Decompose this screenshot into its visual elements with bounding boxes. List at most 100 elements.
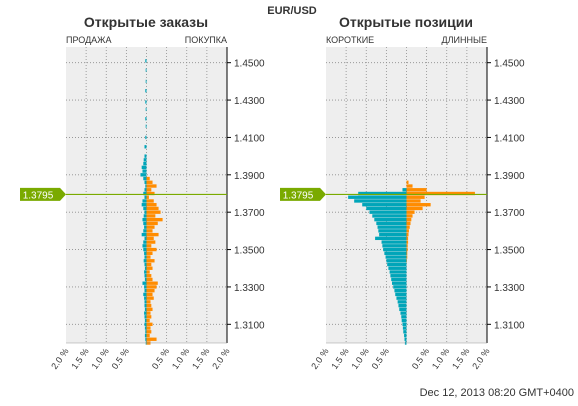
right-side-label: ПОКУПКА	[185, 35, 227, 45]
bar-sell	[144, 211, 146, 214]
bar-short	[384, 252, 406, 255]
bar-short	[390, 274, 406, 277]
bar-sell	[144, 145, 146, 148]
bar-sell	[144, 259, 147, 262]
bar-sell	[144, 158, 147, 161]
bar-sell	[145, 136, 146, 139]
bar-buy	[147, 211, 161, 214]
bar-sell	[144, 274, 146, 277]
bar-sell	[144, 323, 146, 326]
bar-short	[404, 338, 406, 341]
bar-buy	[147, 218, 163, 221]
bar-long	[407, 237, 409, 240]
bar-sell	[144, 214, 147, 217]
y-tick-label: 1.4100	[494, 133, 525, 144]
bar-sell	[146, 80, 147, 83]
bar-buy	[147, 289, 155, 292]
bar-short	[382, 244, 406, 247]
bar-long	[407, 240, 409, 243]
bar-buy	[147, 244, 152, 247]
bar-buy	[147, 229, 153, 232]
left-side-label: ПРОДАЖА	[66, 35, 112, 45]
bar-long	[407, 229, 409, 232]
right-side-label: ДЛИННЫЕ	[442, 35, 487, 45]
bar-short	[388, 267, 406, 270]
bar-long	[407, 218, 412, 221]
bar-buy	[147, 282, 158, 285]
y-tick-label: 1.4300	[234, 96, 265, 107]
bar-buy	[147, 274, 152, 277]
bar-buy	[147, 326, 151, 329]
bar-buy	[147, 196, 149, 199]
bar-sell	[143, 222, 146, 225]
x-tick-label: 2.0 %	[210, 346, 231, 371]
bar-sell	[142, 233, 147, 236]
bar-sell	[144, 315, 146, 318]
y-tick-label: 1.3700	[234, 208, 265, 219]
bar-short	[404, 334, 406, 337]
y-tick-label: 1.3300	[234, 283, 265, 294]
y-tick-label: 1.3900	[234, 171, 265, 182]
bar-sell	[142, 169, 146, 172]
bar-sell	[145, 117, 146, 120]
price-flag-label: 1.3795	[23, 190, 54, 201]
x-tick-label: 0.5 %	[410, 346, 431, 371]
bar-short	[387, 263, 406, 266]
bar-sell	[145, 330, 146, 333]
y-tick-label: 1.4500	[234, 59, 265, 70]
bar-sell	[144, 285, 146, 288]
bar-short	[383, 248, 406, 251]
bar-long	[407, 248, 408, 251]
pair-title: EUR/USD	[267, 5, 317, 17]
bar-sell	[145, 319, 147, 322]
bar-buy	[147, 240, 156, 243]
bar-sell	[143, 177, 146, 180]
bar-sell	[144, 196, 146, 199]
bar-short	[396, 296, 406, 299]
bar-buy	[147, 199, 154, 202]
bar-sell	[145, 89, 146, 92]
bar-sell	[144, 237, 146, 240]
bar-buy	[147, 252, 153, 255]
bar-buy	[147, 233, 159, 236]
bar-short	[390, 270, 407, 273]
bar-sell	[144, 300, 146, 303]
bar-sell	[142, 166, 147, 169]
x-tick-label: 2.0 %	[470, 346, 491, 371]
bar-sell	[140, 173, 146, 176]
bar-short	[386, 259, 406, 262]
bar-short	[375, 237, 406, 240]
bar-short	[403, 330, 406, 333]
bar-buy	[147, 214, 156, 217]
bar-short	[379, 233, 406, 236]
bar-short	[386, 255, 407, 258]
bar-short	[394, 289, 406, 292]
bar-buy	[147, 338, 157, 341]
bar-sell	[144, 311, 146, 314]
bar-sell	[146, 108, 147, 111]
bar-long	[407, 211, 415, 214]
bar-buy	[147, 207, 159, 210]
bar-sell	[143, 229, 146, 232]
panel-title: Открытые позиции	[339, 14, 473, 30]
x-tick-label: 0.5 %	[370, 346, 391, 371]
bar-short	[362, 203, 406, 206]
bar-short	[372, 214, 406, 217]
timestamp: Dec 12, 2013 08:20 GMT+0400	[420, 387, 574, 399]
bar-short	[366, 207, 406, 210]
bar-short	[400, 311, 406, 314]
bar-buy	[147, 267, 153, 270]
bar-short	[393, 285, 406, 288]
bar-buy	[147, 319, 150, 322]
bar-buy	[147, 222, 158, 225]
bar-long	[407, 214, 413, 217]
bar-buy	[147, 293, 153, 296]
bar-sell	[144, 181, 146, 184]
bar-short	[399, 308, 406, 311]
bar-sell	[144, 304, 146, 307]
bar-short	[348, 196, 406, 199]
y-tick-label: 1.3100	[494, 320, 525, 331]
bar-long	[407, 199, 421, 202]
